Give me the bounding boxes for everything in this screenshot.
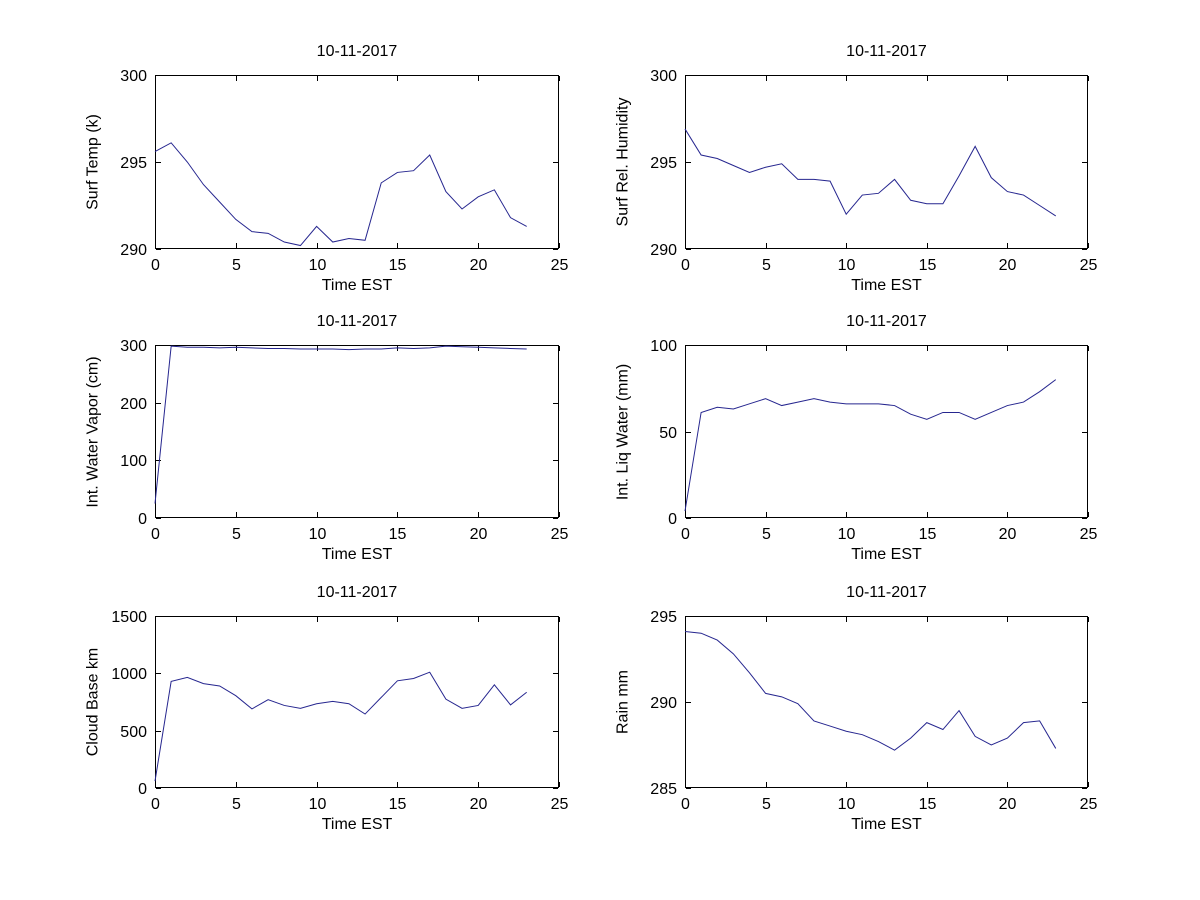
- x-axis-label: Time EST: [321, 546, 393, 563]
- svg-text:0: 0: [151, 257, 160, 274]
- plot-area-surf-temp: 0 5 10 15 20 25 290 295 300: [120, 68, 568, 274]
- svg-text:285: 285: [650, 781, 677, 798]
- svg-text:295: 295: [650, 609, 677, 626]
- svg-text:5: 5: [762, 526, 771, 543]
- svg-text:15: 15: [919, 257, 937, 274]
- svg-text:100: 100: [120, 453, 147, 470]
- svg-text:5: 5: [232, 796, 241, 813]
- plot-area-int-liq-water: 0 5 10 15 20 25 0 50 100: [650, 338, 1097, 543]
- svg-text:290: 290: [120, 242, 147, 259]
- svg-text:0: 0: [668, 511, 677, 528]
- subplot-surf-temp: 10-11-2017 Surf Temp (k) Time EST 0 5 10 15…: [85, 43, 569, 294]
- svg-text:15: 15: [389, 257, 407, 274]
- y-axis-label: Cloud Base km: [84, 647, 102, 757]
- svg-text:20: 20: [999, 796, 1017, 813]
- svg-text:10: 10: [838, 257, 856, 274]
- svg-text:5: 5: [232, 526, 241, 543]
- svg-text:5: 5: [762, 257, 771, 274]
- svg-text:295: 295: [650, 155, 677, 172]
- y-axis-label: Surf Rel. Humidity: [614, 97, 632, 227]
- x-axis-label: Time EST: [851, 546, 922, 563]
- svg-text:15: 15: [919, 796, 937, 813]
- svg-text:25: 25: [1080, 526, 1098, 543]
- y-axis-label: Rain mm: [614, 669, 632, 735]
- plot-title: 10-11-2017: [846, 584, 927, 601]
- plot-title: 10-11-2017: [846, 43, 927, 60]
- svg-text:290: 290: [650, 695, 677, 712]
- svg-text:15: 15: [389, 526, 407, 543]
- svg-text:20: 20: [999, 526, 1017, 543]
- subplot-int-liq-water: 10-11-2017 Int. Liq Water (mm) Time EST …: [615, 313, 1098, 563]
- svg-text:300: 300: [650, 68, 677, 85]
- svg-text:15: 15: [389, 796, 407, 813]
- svg-text:100: 100: [650, 338, 677, 355]
- subplot-int-water-vapor: 10-11-2017 Int. Water Vapor (cm) Time ES…: [85, 313, 569, 563]
- svg-text:0: 0: [681, 257, 690, 274]
- svg-text:300: 300: [120, 338, 147, 355]
- svg-text:20: 20: [470, 526, 488, 543]
- svg-text:10: 10: [309, 257, 327, 274]
- y-axis-label: Int. Liq Water (mm): [614, 363, 632, 500]
- svg-text:300: 300: [120, 68, 147, 85]
- plot-title: 10-11-2017: [846, 313, 927, 330]
- x-axis-label: Time EST: [321, 816, 393, 833]
- y-axis-label: Surf Temp (k): [84, 114, 102, 210]
- svg-text:10: 10: [309, 796, 327, 813]
- svg-text:0: 0: [138, 511, 147, 528]
- svg-text:25: 25: [1080, 257, 1098, 274]
- svg-text:20: 20: [999, 257, 1017, 274]
- y-axis-label: Int. Water Vapor (cm): [84, 355, 102, 508]
- svg-text:10: 10: [309, 526, 327, 543]
- svg-text:5: 5: [232, 257, 241, 274]
- x-axis-label: Time EST: [851, 816, 922, 833]
- svg-text:0: 0: [151, 796, 160, 813]
- svg-text:1000: 1000: [111, 666, 147, 683]
- svg-text:25: 25: [1080, 796, 1098, 813]
- x-axis-label: Time EST: [851, 277, 922, 294]
- svg-text:0: 0: [151, 526, 160, 543]
- svg-text:10: 10: [838, 796, 856, 813]
- subplot-rain: 10-11-2017 Rain mm Time EST 0 5 10 15 20 25 28…: [615, 584, 1098, 833]
- svg-text:20: 20: [470, 796, 488, 813]
- plot-title: 10-11-2017: [316, 584, 398, 601]
- x-axis-label: Time EST: [321, 277, 393, 294]
- subplot-surf-rel-humidity: 10-11-2017 Surf Rel. Humidity Time EST 0…: [615, 43, 1098, 294]
- svg-text:25: 25: [551, 257, 569, 274]
- svg-text:25: 25: [551, 796, 569, 813]
- svg-text:10: 10: [838, 526, 856, 543]
- svg-text:25: 25: [551, 526, 569, 543]
- svg-text:500: 500: [120, 724, 147, 741]
- plot-area-surf-rel-humidity: 0 5 10 15 20 25 290 295 300: [650, 68, 1097, 274]
- subplot-cloud-base: 10-11-2017 Cloud Base km Time EST 0 5 10 15…: [85, 584, 569, 833]
- svg-text:20: 20: [470, 257, 488, 274]
- svg-text:200: 200: [120, 396, 147, 413]
- svg-text:290: 290: [650, 242, 677, 259]
- svg-text:5: 5: [762, 796, 771, 813]
- svg-text:0: 0: [681, 796, 690, 813]
- svg-text:50: 50: [659, 425, 677, 442]
- plot-title: 10-11-2017: [316, 313, 398, 330]
- plot-area-cloud-base: 0 5 10 15 20 25 0 500 1000 1500: [111, 609, 568, 813]
- svg-text:15: 15: [919, 526, 937, 543]
- svg-text:295: 295: [120, 155, 147, 172]
- plot-area-rain: 0 5 10 15 20 25 285 290 295: [650, 609, 1097, 813]
- plot-area-int-water-vapor: 0 5 10 15 20 25 0 100 200 300: [120, 338, 568, 543]
- plot-title: 10-11-2017: [316, 43, 398, 60]
- svg-text:0: 0: [138, 781, 147, 798]
- svg-text:1500: 1500: [111, 609, 147, 626]
- svg-text:0: 0: [681, 526, 690, 543]
